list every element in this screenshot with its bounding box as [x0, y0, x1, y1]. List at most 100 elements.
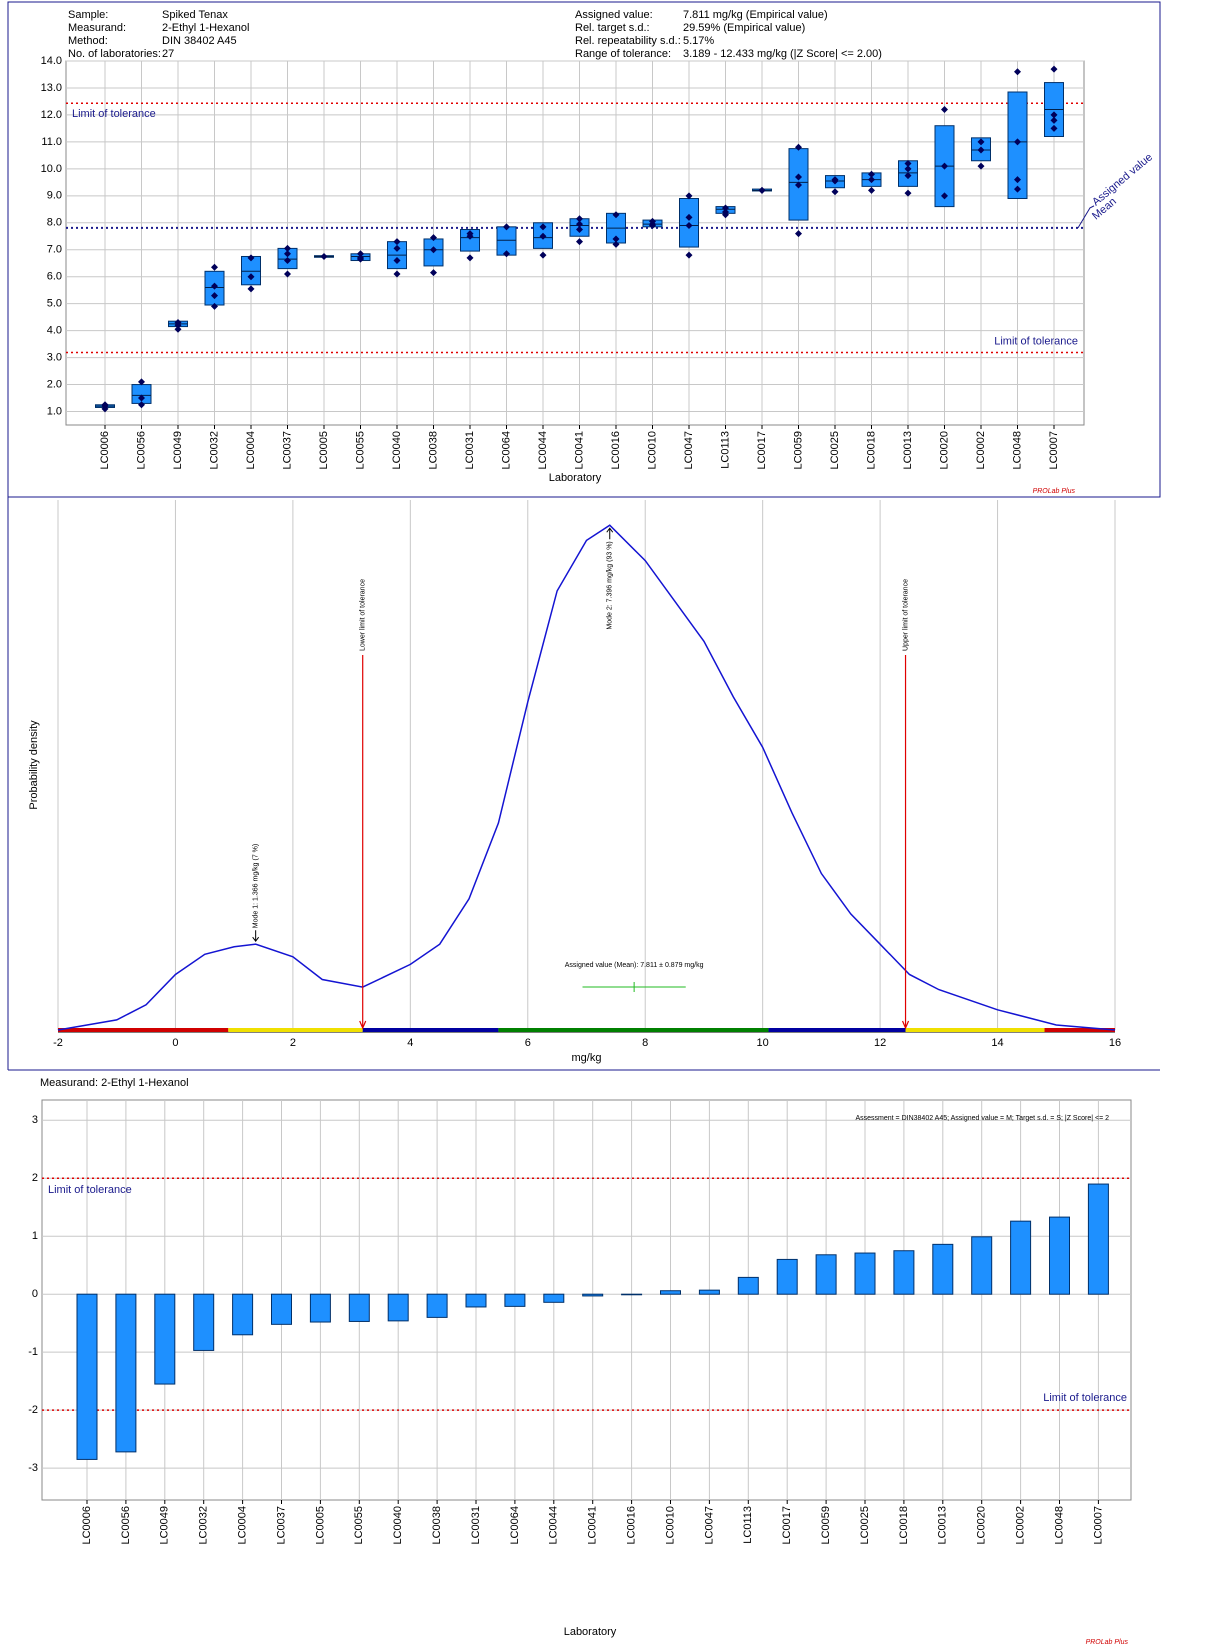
x-tick-label: LC0056	[135, 431, 147, 470]
point	[868, 176, 875, 184]
chart-title: Measurand: 2-Ethyl 1-Hexanol	[40, 1077, 189, 1089]
point	[138, 394, 145, 402]
y-tick-label: 3	[32, 1114, 38, 1126]
bar	[893, 1250, 915, 1295]
info-value: 2-Ethyl 1-Hexanol	[162, 22, 249, 34]
point	[904, 165, 912, 173]
point	[539, 251, 547, 259]
info-label: Range of tolerance:	[575, 48, 671, 60]
assigned-label: Assigned value	[1090, 151, 1155, 208]
x-tick-label: LC0013	[902, 431, 914, 470]
panel-border	[7, 1, 1161, 498]
y-tick-label: 1	[32, 1230, 38, 1242]
x-tick-label: LC0006	[99, 431, 111, 470]
point	[393, 270, 401, 278]
point	[393, 238, 401, 246]
x-tick-label: LC0010	[646, 431, 658, 470]
bar	[76, 1293, 98, 1460]
y-tick-label: 2	[32, 1172, 38, 1184]
x-tick-label: LC0020	[938, 431, 950, 470]
bar	[387, 1293, 409, 1322]
y-tick-label: 6.0	[47, 271, 62, 283]
x-tick-label: LC0040	[391, 431, 403, 470]
point	[685, 251, 693, 259]
point	[539, 232, 547, 240]
point	[1014, 185, 1021, 193]
y-tick-label: 8.0	[47, 217, 62, 229]
bar	[115, 1293, 137, 1453]
bar	[971, 1236, 993, 1295]
footer: PROLab Plus	[1086, 1639, 1129, 1646]
x-tick-label: LC0049	[172, 431, 184, 470]
footer: PROLab Plus	[1033, 488, 1076, 495]
density-curve	[57, 524, 1116, 1031]
x-tick-label: LC0016	[610, 431, 622, 470]
point	[174, 321, 182, 329]
bar	[309, 1293, 331, 1323]
bar	[1087, 1183, 1109, 1295]
y-tick-label: 3.0	[47, 351, 62, 363]
x-tick-label: LC0010	[664, 1506, 676, 1545]
zone	[768, 1028, 906, 1032]
point	[430, 269, 437, 277]
bar	[1049, 1216, 1070, 1295]
x-tick-label: LC0064	[509, 1506, 521, 1545]
subtitle: Assessment = DIN38402 A45; Assigned valu…	[855, 1115, 1109, 1122]
point	[977, 146, 985, 154]
x-tick-label: LC0047	[683, 431, 695, 470]
x-tick-label: LC0059	[792, 431, 804, 470]
limit-arrow	[359, 655, 367, 1030]
bar	[660, 1290, 681, 1295]
point	[247, 254, 255, 262]
x-tick-label: LC0013	[937, 1506, 949, 1545]
point	[503, 223, 510, 231]
point	[1014, 138, 1021, 146]
bar	[582, 1293, 604, 1297]
point	[284, 270, 291, 278]
point	[904, 172, 912, 180]
zone	[498, 1028, 769, 1032]
point	[904, 189, 912, 197]
bar	[465, 1293, 487, 1308]
x-tick-label: LC0025	[829, 431, 841, 470]
point	[795, 181, 802, 189]
bar	[815, 1254, 837, 1295]
point	[466, 232, 474, 240]
point	[284, 257, 291, 265]
bar	[776, 1258, 798, 1295]
x-axis-label: Laboratory	[564, 1626, 617, 1638]
bar	[737, 1276, 759, 1295]
point	[393, 244, 401, 252]
x-tick-label: LC0017	[781, 1506, 793, 1545]
tolerance-label: Limit of tolerance	[1043, 1392, 1127, 1404]
info-value: 3.189 - 12.433 mg/kg (|Z Score| <= 2.00)	[683, 48, 882, 60]
point	[831, 177, 839, 185]
limit-arrow	[901, 655, 910, 1030]
point	[977, 162, 985, 170]
x-tick-label: LC0041	[573, 431, 585, 470]
x-tick-label: LC0049	[159, 1506, 171, 1545]
x-tick-label: LC0032	[208, 431, 220, 470]
bar	[426, 1293, 448, 1318]
point	[612, 235, 620, 243]
x-tick-label: LC0113	[742, 1506, 754, 1544]
point	[685, 192, 693, 200]
point	[941, 192, 948, 200]
point	[430, 246, 437, 254]
point	[722, 204, 729, 212]
point	[576, 238, 583, 246]
point	[576, 226, 583, 234]
x-tick-label: LC0056	[120, 1506, 132, 1545]
y-tick-label: 0	[32, 1288, 38, 1300]
zone	[1044, 1028, 1115, 1032]
bar	[154, 1293, 176, 1385]
zone	[905, 1028, 1045, 1032]
point	[174, 325, 182, 333]
y-tick-label: 4.0	[47, 325, 62, 337]
x-tick-label: LC0031	[464, 431, 476, 470]
x-tick-label: 16	[1109, 1037, 1121, 1049]
point	[393, 257, 401, 265]
info-value: 29.59% (Empirical value)	[683, 22, 805, 34]
point	[685, 221, 693, 229]
point	[211, 282, 218, 290]
